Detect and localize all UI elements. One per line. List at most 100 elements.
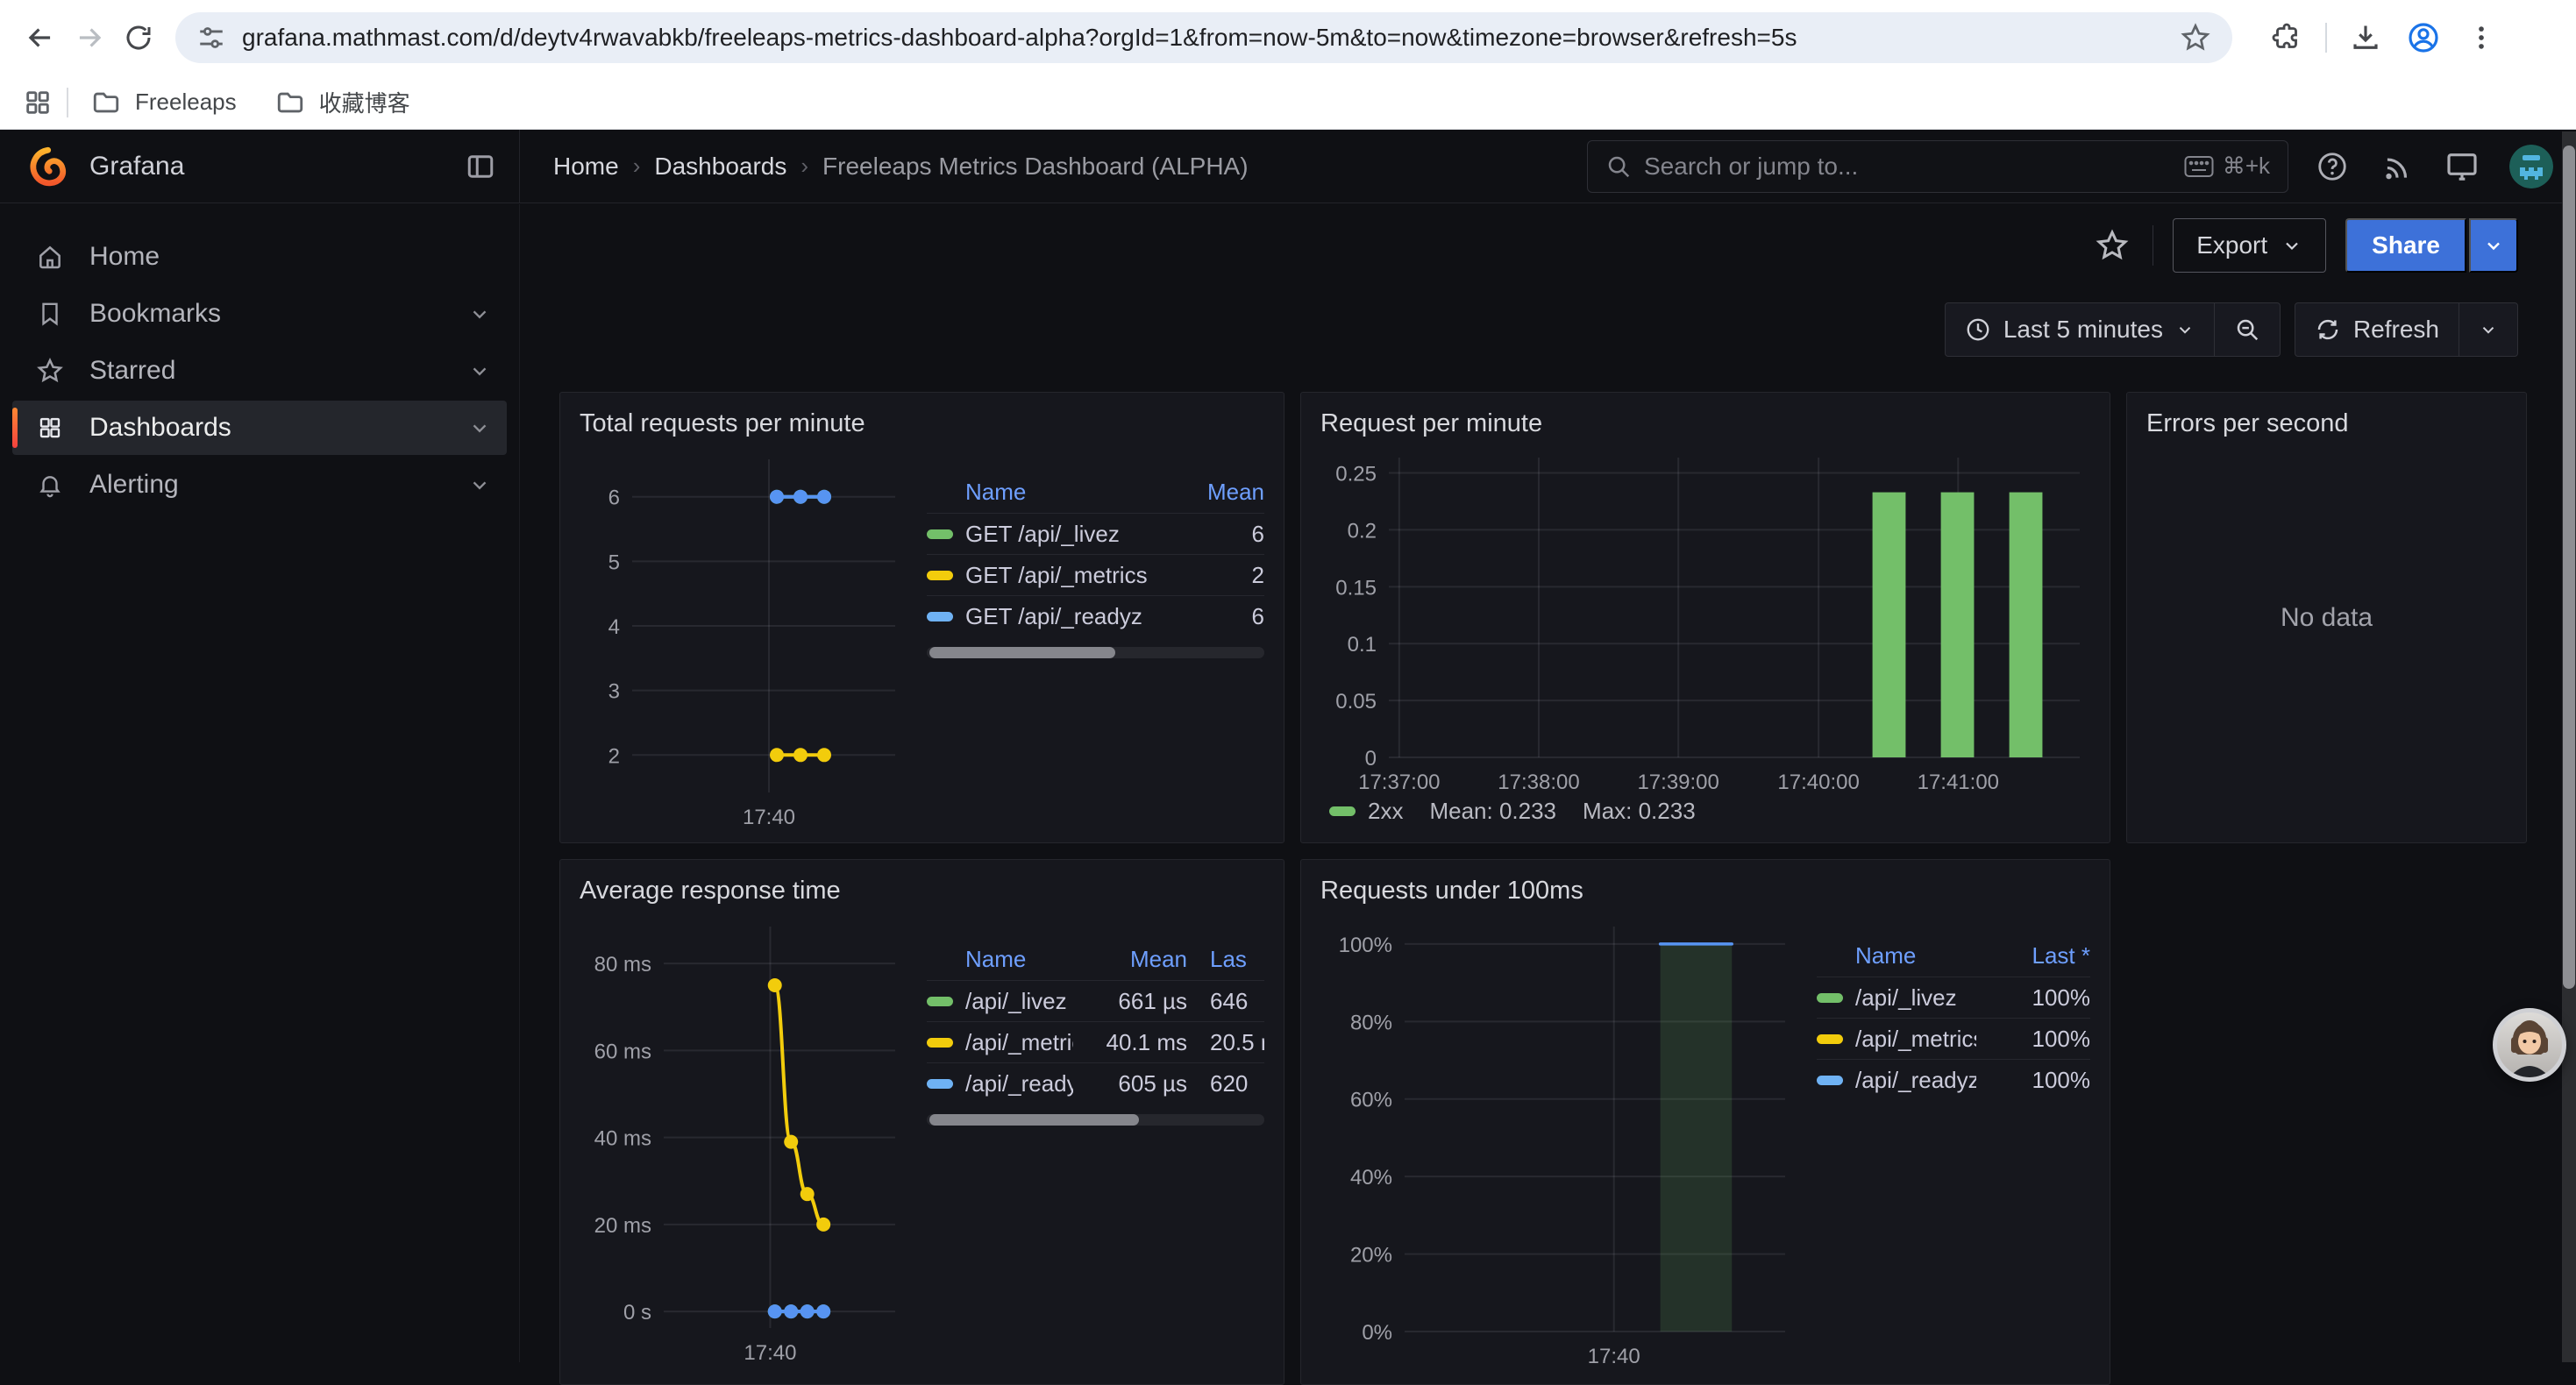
legend-scrollbar[interactable] bbox=[927, 647, 1264, 658]
dock-menu-icon[interactable] bbox=[465, 151, 496, 182]
legend-row[interactable]: GET /api/_metrics 2 bbox=[927, 554, 1264, 595]
refresh-button[interactable]: Refresh bbox=[2295, 303, 2459, 356]
legend-row[interactable]: GET /api/_readyz 6 bbox=[927, 595, 1264, 636]
news-icon[interactable] bbox=[2380, 149, 2415, 184]
chevron-down-icon[interactable] bbox=[468, 359, 491, 382]
panel-title[interactable]: Average response time bbox=[580, 872, 1264, 909]
time-range-picker[interactable]: Last 5 minutes bbox=[1946, 303, 2214, 356]
share-button[interactable]: Share bbox=[2345, 218, 2466, 273]
refresh-icon bbox=[2315, 316, 2341, 343]
legend-scrollbar[interactable] bbox=[927, 1114, 1264, 1126]
sidebar-item-alerting[interactable]: Alerting bbox=[12, 458, 507, 512]
monitor-icon[interactable] bbox=[2444, 149, 2480, 184]
folder-icon bbox=[275, 88, 305, 117]
search-shortcut: ⌘+k bbox=[2184, 153, 2270, 180]
series-swatch bbox=[1817, 993, 1843, 1003]
legend-header-name[interactable]: Name bbox=[1817, 942, 1976, 970]
extensions-icon[interactable] bbox=[2262, 13, 2311, 62]
user-avatar[interactable] bbox=[2509, 145, 2553, 188]
legend-row[interactable]: /api/_metrics 40.1 ms 20.5 r bbox=[927, 1021, 1264, 1062]
panel-title[interactable]: Request per minute bbox=[1320, 405, 2090, 442]
toolbar-divider bbox=[2325, 23, 2327, 53]
svg-text:2: 2 bbox=[608, 744, 620, 768]
bookmark-folder-freeleaps[interactable]: Freeleaps bbox=[91, 88, 237, 117]
panel-requests-under-100ms[interactable]: Requests under 100ms 100%80%60%40%20%0%1… bbox=[1300, 859, 2110, 1385]
favorite-star-icon[interactable] bbox=[2091, 224, 2133, 266]
legend-header-name[interactable]: Name bbox=[927, 479, 1150, 506]
sidebar: Home Bookmarks Starred Dashboards Alerti… bbox=[0, 204, 520, 1362]
panel-title[interactable]: Errors per second bbox=[2146, 405, 2507, 442]
chevron-down-icon[interactable] bbox=[468, 473, 491, 496]
sidebar-item-home[interactable]: Home bbox=[12, 230, 507, 284]
legend-item[interactable]: 2xx bbox=[1329, 798, 1403, 825]
forward-icon[interactable] bbox=[65, 13, 114, 62]
svg-text:17:40: 17:40 bbox=[744, 1341, 796, 1365]
chevron-down-icon bbox=[2281, 235, 2302, 256]
chart-legend: 2xx Mean: 0.233 Max: 0.233 bbox=[1320, 798, 2090, 825]
grafana-app: Grafana Home › Dashboards › Freeleaps Me… bbox=[0, 130, 2576, 1362]
scrollbar-thumb[interactable] bbox=[2563, 146, 2575, 989]
url-text[interactable]: grafana.mathmast.com/d/deytv4rwavabkb/fr… bbox=[242, 24, 2180, 52]
svg-text:17:41:00: 17:41:00 bbox=[1918, 771, 1999, 794]
profile-icon[interactable] bbox=[2399, 13, 2448, 62]
reload-icon[interactable] bbox=[114, 13, 163, 62]
breadcrumb-dashboards[interactable]: Dashboards bbox=[654, 153, 786, 181]
assistant-avatar-button[interactable] bbox=[2493, 1008, 2566, 1082]
legend-header-last[interactable]: Last * bbox=[1976, 942, 2090, 970]
legend-row[interactable]: /api/_livez 661 µs 646 bbox=[927, 980, 1264, 1021]
legend-row[interactable]: /api/_livez 100% bbox=[1817, 977, 2090, 1018]
bookmark-folder-blogs[interactable]: 收藏博客 bbox=[275, 86, 410, 118]
no-data-message: No data bbox=[2281, 603, 2373, 633]
help-icon[interactable] bbox=[2315, 149, 2350, 184]
legend-row[interactable]: /api/_metrics 100% bbox=[1817, 1018, 2090, 1059]
apps-grid-icon[interactable] bbox=[23, 88, 53, 117]
avatar-girl-image bbox=[2497, 1012, 2562, 1077]
legend-header-mean[interactable]: Mean bbox=[1073, 946, 1187, 973]
legend-header-mean[interactable]: Mean bbox=[1150, 479, 1264, 506]
export-button[interactable]: Export bbox=[2173, 218, 2326, 273]
back-icon[interactable] bbox=[16, 13, 65, 62]
bookmark-star-icon[interactable] bbox=[2180, 22, 2211, 53]
star-icon bbox=[35, 357, 65, 385]
breadcrumb-home[interactable]: Home bbox=[553, 153, 619, 181]
svg-text:100%: 100% bbox=[1339, 934, 1392, 957]
browser-menu-icon[interactable] bbox=[2457, 13, 2506, 62]
legend-header-last[interactable]: Las bbox=[1187, 946, 1264, 973]
dashboard-main: Export Share Last 5 minutes bbox=[521, 204, 2576, 1362]
chevron-down-icon[interactable] bbox=[468, 302, 491, 325]
panel-title[interactable]: Requests under 100ms bbox=[1320, 872, 2090, 909]
panel-errors-per-second[interactable]: Errors per second No data bbox=[2126, 392, 2527, 843]
legend-row[interactable]: /api/_readyz 605 µs 620 bbox=[927, 1062, 1264, 1104]
legend-header-name[interactable]: Name bbox=[927, 946, 1073, 973]
sidebar-item-dashboards[interactable]: Dashboards bbox=[12, 401, 507, 455]
svg-text:17:37:00: 17:37:00 bbox=[1358, 771, 1440, 794]
series-swatch bbox=[1817, 1034, 1843, 1044]
address-bar[interactable]: grafana.mathmast.com/d/deytv4rwavabkb/fr… bbox=[175, 12, 2232, 63]
site-settings-icon[interactable] bbox=[196, 23, 226, 53]
sidebar-item-starred[interactable]: Starred bbox=[12, 344, 507, 398]
svg-text:60%: 60% bbox=[1350, 1089, 1392, 1112]
sidebar-item-bookmarks[interactable]: Bookmarks bbox=[12, 287, 507, 341]
legend-row[interactable]: /api/_readyz 100% bbox=[1817, 1059, 2090, 1100]
svg-text:0%: 0% bbox=[1362, 1321, 1392, 1345]
chevron-down-icon[interactable] bbox=[468, 416, 491, 439]
grafana-logo bbox=[26, 146, 68, 188]
zoom-out-button[interactable] bbox=[2214, 303, 2280, 356]
page-scrollbar[interactable] bbox=[2562, 131, 2576, 1362]
legend-row[interactable]: GET /api/_livez 6 bbox=[927, 513, 1264, 554]
svg-text:0 s: 0 s bbox=[623, 1301, 651, 1325]
bar-chart[interactable]: 100%80%60%40%20%0%17:40 bbox=[1320, 914, 1794, 1370]
chevron-down-icon bbox=[2479, 320, 2498, 339]
share-menu-button[interactable] bbox=[2469, 218, 2518, 273]
search-input[interactable]: Search or jump to... ⌘+k bbox=[1587, 140, 2288, 193]
refresh-interval-button[interactable] bbox=[2459, 303, 2517, 356]
panel-title[interactable]: Total requests per minute bbox=[580, 405, 1264, 442]
downloads-icon[interactable] bbox=[2341, 13, 2390, 62]
